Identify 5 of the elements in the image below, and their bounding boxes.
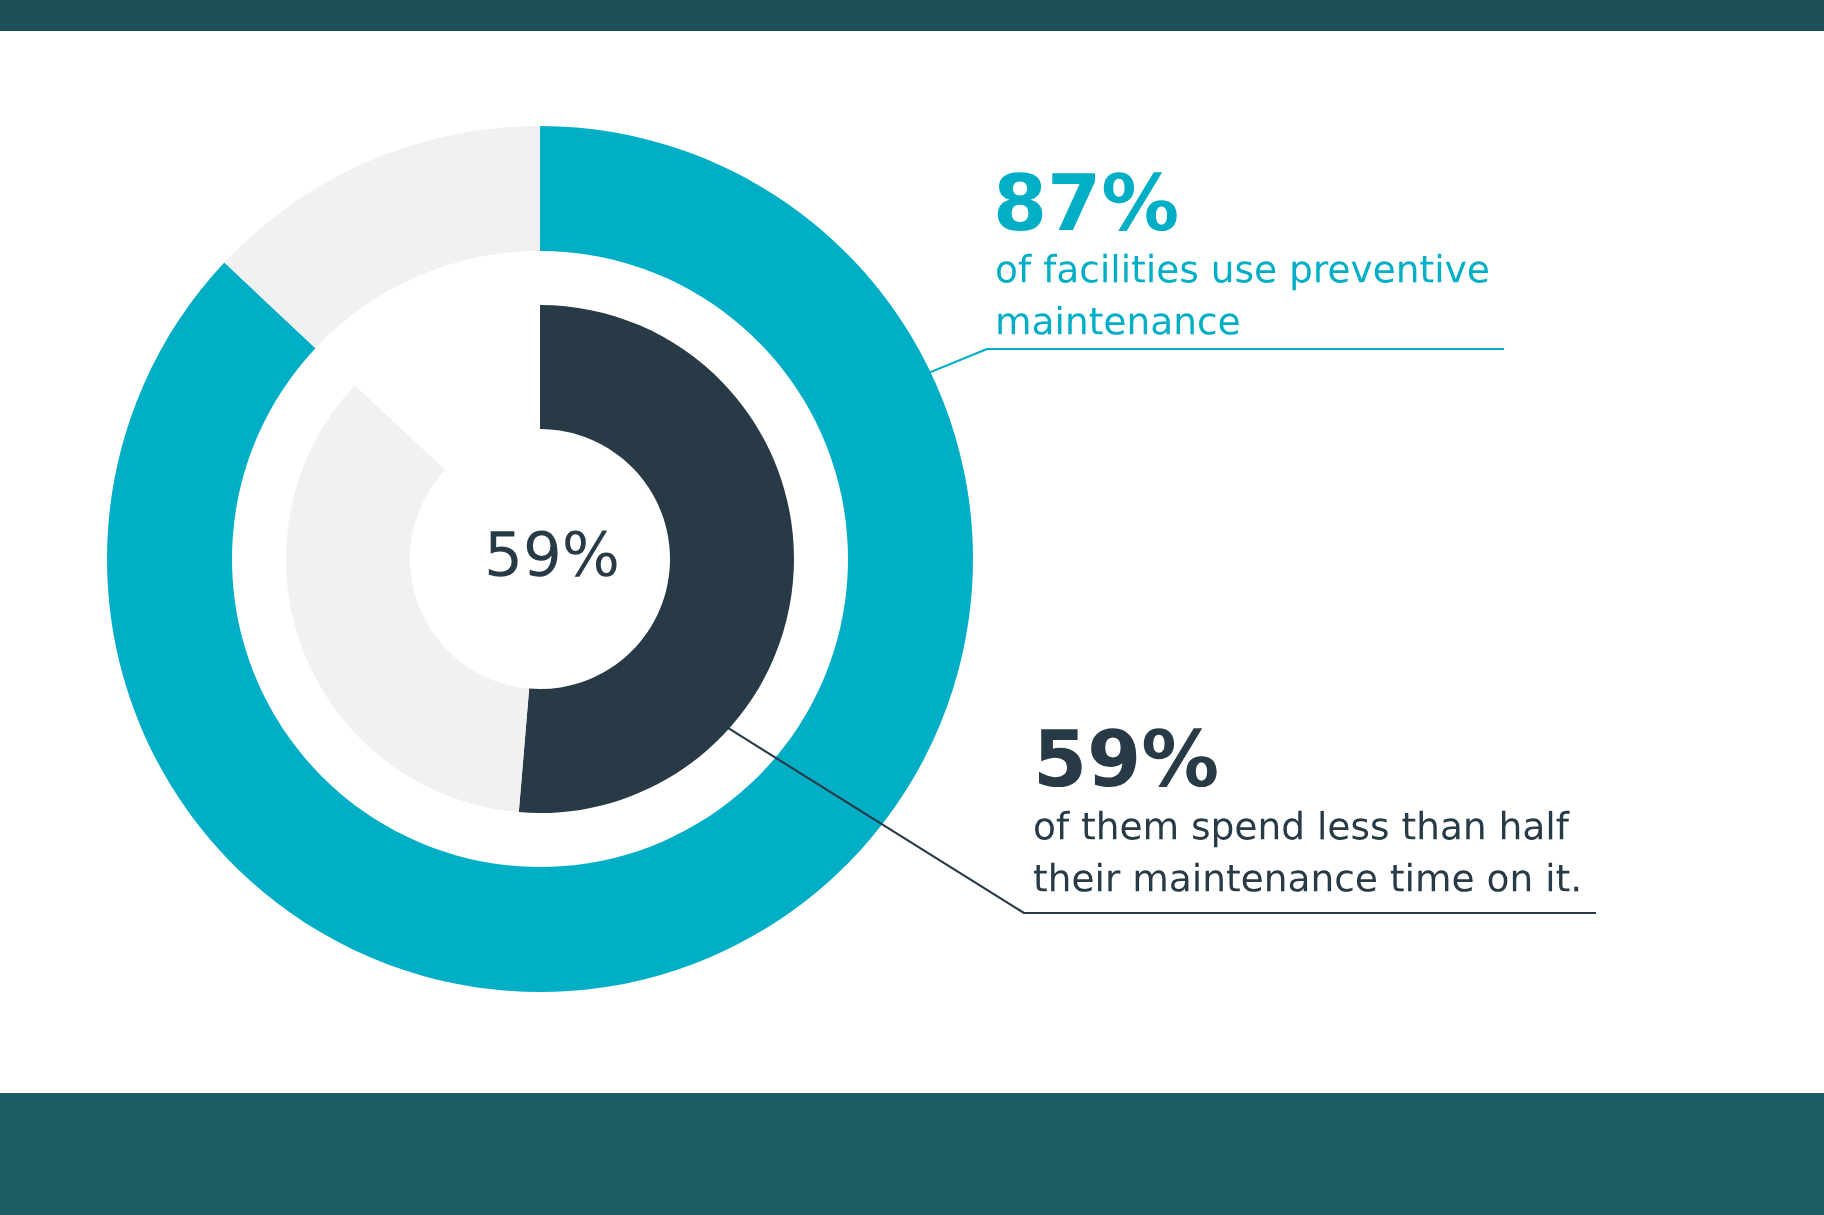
text: 59% (488, 530, 617, 577)
text: 59% (1039, 728, 1217, 788)
text: of them spend less than half their maintenance time on it. (1034, 810, 1579, 892)
text: of facilities use preventive maintenance (997, 253, 1488, 335)
text: 87% (997, 172, 1177, 232)
